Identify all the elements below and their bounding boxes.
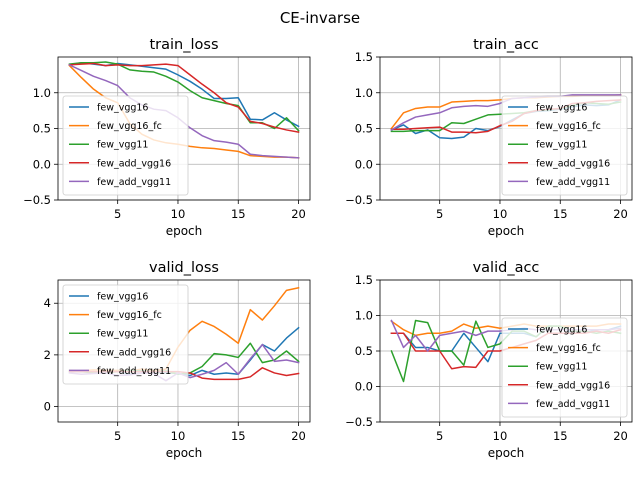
x-tick-label: 5 (114, 429, 121, 443)
legend-entry-few-vgg16: few_vgg16 (97, 292, 148, 303)
x-tick-label: 10 (171, 207, 186, 221)
y-tick-label: 0.5 (355, 122, 373, 136)
legend-box (62, 284, 189, 385)
x-tick-label: 10 (493, 207, 508, 221)
x-tick-label: 15 (231, 429, 246, 443)
y-tick-label: 4 (44, 296, 51, 310)
train-acc-title: train_acc (473, 37, 539, 53)
legend-entry-few-vgg11: few_vgg11 (97, 140, 148, 151)
panels-container: 5 10 15 20−0.50.00.51.0train_lossepochfew_v… (23, 37, 633, 460)
x-axis-label: epoch (488, 446, 525, 460)
x-tick-label: 5 (436, 207, 443, 221)
y-tick-label: −0.5 (345, 415, 373, 429)
legend-entry-few-add-vgg16: few_add_vgg16 (97, 158, 171, 169)
legend-entry-few-vgg16: few_vgg16 (536, 325, 587, 336)
x-axis-label: epoch (488, 224, 525, 238)
legend: few_vgg16 few_vgg16_fc few_vgg11 few_add_vg… (62, 284, 189, 385)
y-tick-label: −0.5 (23, 193, 51, 207)
legend-entry-few-vgg16: few_vgg16 (536, 103, 587, 114)
valid-acc-title: valid_acc (473, 260, 540, 276)
y-tick-label: −0.5 (345, 193, 373, 207)
legend-entry-few-vgg16-fc: few_vgg16_fc (97, 310, 162, 321)
legend-entry-few-vgg11: few_vgg11 (97, 329, 148, 340)
legend-entry-few-add-vgg16: few_add_vgg16 (536, 158, 610, 169)
legend-entry-few-add-vgg11: few_add_vgg11 (536, 399, 610, 410)
x-tick-label: 20 (291, 207, 306, 221)
y-tick-label: 1.0 (355, 86, 373, 100)
y-tick-label: 0.0 (355, 380, 373, 394)
y-tick-label: 0.0 (355, 157, 373, 171)
x-tick-label: 15 (231, 207, 246, 221)
x-tick-label: 15 (553, 207, 568, 221)
valid-loss-title: valid_loss (149, 260, 219, 276)
x-tick-label: 5 (436, 429, 443, 443)
x-axis-label: epoch (166, 224, 203, 238)
y-tick-label: 1.0 (355, 309, 373, 323)
y-tick-label: 0.5 (33, 122, 51, 136)
y-tick-label: 1.0 (33, 86, 51, 100)
series-line-few-add-vgg16 (68, 62, 300, 133)
x-tick-label: 20 (613, 207, 628, 221)
train-loss-title: train_loss (149, 37, 218, 53)
legend-entry-few-vgg16-fc: few_vgg16_fc (97, 121, 162, 132)
legend-entry-few-add-vgg11: few_add_vgg11 (97, 366, 171, 377)
x-tick-label: 20 (291, 429, 306, 443)
legend-entry-few-add-vgg16: few_add_vgg16 (536, 380, 610, 391)
legend-entry-few-vgg16-fc: few_vgg16_fc (536, 121, 601, 132)
y-tick-label: 0.0 (33, 157, 51, 171)
legend-entry-few-add-vgg11: few_add_vgg11 (536, 177, 610, 188)
legend-box (62, 95, 189, 196)
x-tick-label: 20 (613, 429, 628, 443)
y-tick-label: 1.5 (355, 50, 373, 64)
figure-suptitle: CE-invarse (280, 9, 360, 27)
legend: few_vgg16 few_vgg16_fc few_vgg11 few_add_vg… (501, 317, 628, 418)
legend: few_vgg16 few_vgg16_fc few_vgg11 few_add_vg… (62, 95, 189, 196)
legend-entry-few-vgg11: few_vgg11 (536, 140, 587, 151)
plot-frame (57, 279, 311, 423)
x-tick-label: 15 (553, 429, 568, 443)
legend-entry-few-add-vgg16: few_add_vgg16 (97, 347, 171, 358)
y-tick-label: 0 (44, 400, 51, 414)
y-tick-label: 1.5 (355, 273, 373, 287)
legend-entry-few-vgg16-fc: few_vgg16_fc (536, 343, 601, 354)
legend-box (501, 95, 628, 196)
legend-entry-few-vgg16: few_vgg16 (97, 103, 148, 114)
x-axis-label: epoch (166, 446, 203, 460)
valid-loss-panel: 5 10 15 20024valid_lossepochfew_vgg16few_vg… (44, 260, 311, 460)
x-tick-label: 10 (493, 429, 508, 443)
x-tick-label: 10 (171, 429, 186, 443)
legend-box (501, 317, 628, 418)
legend: few_vgg16 few_vgg16_fc few_vgg11 few_add_vg… (501, 95, 628, 196)
legend-entry-few-vgg11: few_vgg11 (536, 362, 587, 373)
y-tick-label: 2 (44, 348, 51, 362)
x-tick-label: 5 (114, 207, 121, 221)
y-tick-label: 0.5 (355, 344, 373, 358)
legend-entry-few-add-vgg11: few_add_vgg11 (97, 177, 171, 188)
